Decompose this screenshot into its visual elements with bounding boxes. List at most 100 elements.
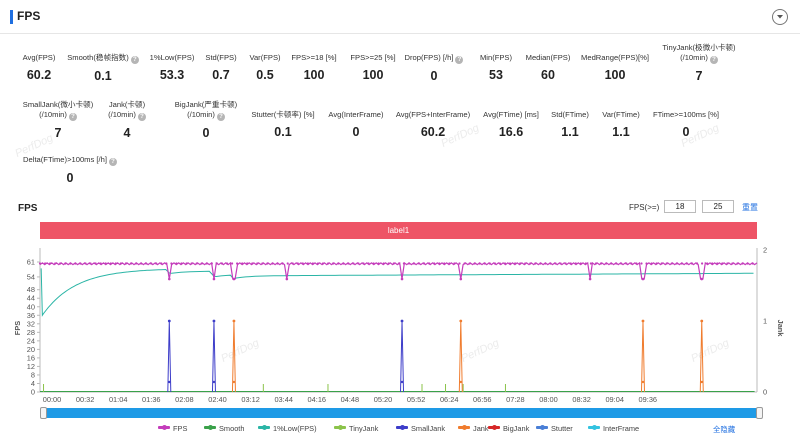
help-icon[interactable]: ? — [709, 56, 718, 64]
time-range-slider[interactable] — [40, 407, 763, 419]
fps-point — [311, 262, 314, 265]
fps-point — [599, 262, 603, 265]
fps-point — [215, 262, 218, 265]
help-icon[interactable]: ? — [68, 113, 77, 121]
help-icon[interactable]: ? — [108, 158, 117, 166]
fps-point — [150, 262, 153, 265]
fps-point — [407, 262, 411, 265]
fps-point — [736, 262, 739, 265]
fps-point — [584, 262, 588, 265]
smalljank-spike-point — [168, 380, 171, 384]
fps-point — [665, 262, 668, 265]
metric-label: TinyJank(极微小卡顿) — [662, 43, 736, 52]
metric-unit-text: (/10min) — [680, 53, 708, 62]
fps-point — [610, 262, 613, 265]
y-tick-label: 4 — [31, 379, 35, 388]
fps-point — [423, 262, 426, 265]
legend-item[interactable]: FPS — [158, 424, 187, 433]
metric-label: SmallJank(微小卡顿) — [22, 100, 94, 109]
metric-item: Var(FTime) 1.1 — [571, 110, 671, 139]
reset-link[interactable]: 重置 — [742, 203, 758, 212]
metric-value: 16.6 — [498, 125, 524, 139]
hide-all-link[interactable]: 全隐藏 — [713, 425, 736, 434]
legend-item[interactable]: InterFrame — [588, 424, 639, 433]
fps-point — [84, 262, 87, 265]
fps-point — [362, 262, 365, 265]
metric-value: 1.1 — [561, 125, 579, 139]
y-tick-label: 20 — [27, 345, 35, 354]
fps-point — [620, 262, 623, 265]
metric-value: 1.1 — [612, 125, 630, 139]
legend-label: TinyJank — [349, 424, 379, 433]
fps-point — [418, 262, 421, 265]
fps-max-input[interactable]: 25 — [702, 200, 734, 213]
series-fps — [39, 261, 758, 280]
fps-point — [190, 262, 193, 265]
fps-point — [256, 262, 259, 265]
smalljank-spike-point — [212, 319, 216, 323]
legend-item[interactable]: Stutter — [536, 424, 573, 433]
fps-point — [438, 262, 441, 265]
fps-dip-point — [641, 277, 645, 281]
metric-item: BigJank(严重卡顿) (/10min)? 0 — [156, 100, 256, 140]
fps-point — [316, 262, 320, 265]
fps-point — [478, 262, 481, 265]
y2-tick-label: 2 — [763, 246, 767, 255]
fps-point — [175, 262, 178, 265]
fps-point — [569, 262, 572, 265]
metric-label: Smooth(稳帧指数)? — [53, 53, 153, 64]
smalljank-spike-point — [167, 319, 171, 323]
fps-point — [630, 262, 633, 265]
metric-item: Stutter(卡顿率) [%] 0.1 — [233, 110, 333, 139]
metric-label-unit: (/10min)? — [156, 110, 256, 121]
slider-handle-right[interactable] — [756, 407, 763, 419]
fps-point — [266, 262, 269, 265]
fps-point — [195, 262, 198, 265]
fps-min-input[interactable]: 18 — [664, 200, 696, 213]
help-icon[interactable]: ? — [137, 113, 146, 121]
smalljank-spike-point — [400, 380, 404, 384]
fps-point — [645, 262, 648, 265]
legend-swatch — [204, 425, 216, 430]
label-bar[interactable]: label1 — [40, 222, 757, 239]
metric-label: Median(FPS) — [525, 53, 571, 62]
x-tick-label: 05:52 — [407, 395, 426, 404]
help-icon[interactable]: ? — [216, 113, 225, 121]
metric-label: BigJank(严重卡顿) — [174, 100, 238, 109]
legend-item[interactable]: Smooth — [204, 424, 244, 433]
legend-item[interactable]: TinyJank — [334, 424, 378, 433]
fps-dip-point — [232, 277, 236, 281]
x-tick-label: 00:32 — [76, 395, 95, 404]
legend-item[interactable]: BigJank — [488, 424, 529, 433]
x-tick-label: 05:20 — [374, 395, 393, 404]
x-tick-label: 04:48 — [341, 395, 360, 404]
metric-value: 53.3 — [159, 68, 185, 82]
collapse-button[interactable] — [772, 9, 788, 25]
metric-label-unit: (/10min)? — [77, 110, 177, 121]
legend-item[interactable]: SmallJank — [396, 424, 445, 433]
metric-value: 0.1 — [94, 69, 112, 83]
y-tick-label: 48 — [27, 285, 35, 294]
legend-item[interactable]: Jank — [458, 424, 489, 433]
metric-label: Var(FTime) — [602, 110, 640, 119]
help-icon[interactable]: ? — [130, 56, 139, 64]
slider-handle-left[interactable] — [40, 407, 47, 419]
y-axis-title: FPS — [13, 321, 22, 335]
metric-label: Jank(卡顿) — [108, 100, 146, 109]
help-icon[interactable]: ? — [455, 56, 464, 64]
fps-point — [124, 262, 127, 265]
legend-swatch — [536, 425, 548, 430]
y-tick-label: 16 — [27, 353, 35, 362]
metric-label: FPS>=18 [%] — [291, 53, 337, 62]
fps-point — [660, 262, 663, 265]
fps-point — [246, 262, 249, 265]
metric-label-unit: (/10min)? — [8, 110, 108, 121]
legend-label: BigJank — [503, 424, 530, 433]
fps-point — [483, 262, 486, 265]
metric-item: Smooth(稳帧指数)? 0.1 — [53, 53, 153, 83]
legend-item[interactable]: 1%Low(FPS) — [258, 424, 317, 433]
fps-point — [448, 262, 451, 265]
fps-point — [220, 262, 224, 265]
metric-label: Std(FTime) — [551, 110, 589, 119]
